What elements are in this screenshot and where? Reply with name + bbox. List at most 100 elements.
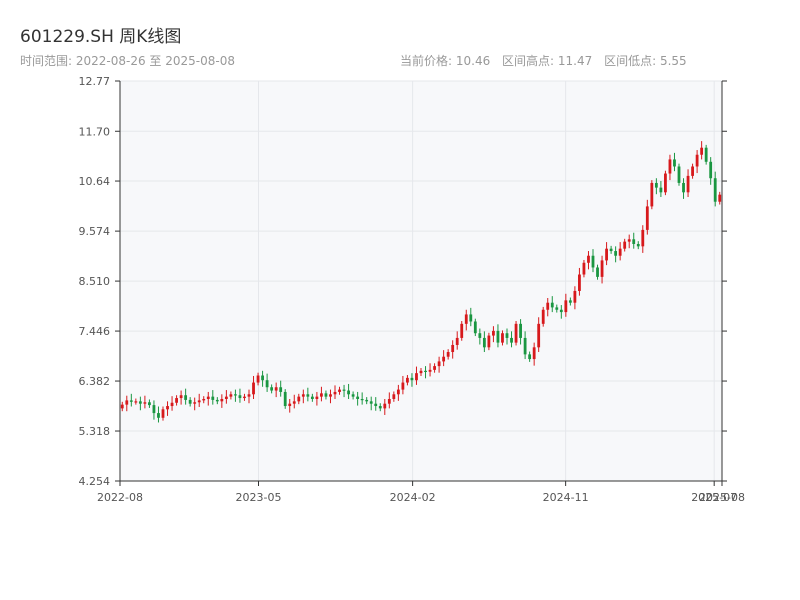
candle-body xyxy=(446,352,450,357)
candle-body xyxy=(252,382,255,395)
candle-body xyxy=(387,398,391,404)
candle-body xyxy=(682,182,685,193)
candle-body xyxy=(596,267,599,277)
candle-body xyxy=(206,396,210,399)
candle-body xyxy=(315,396,319,399)
candle-body xyxy=(514,323,518,343)
candle-body xyxy=(270,387,274,391)
candle-body xyxy=(197,400,201,403)
candle-body xyxy=(265,380,269,388)
y-tick-label: 6.382 xyxy=(79,375,111,388)
y-tick-label: 9.574 xyxy=(79,225,111,238)
candle-body xyxy=(170,402,174,407)
candle-body xyxy=(568,300,572,303)
candle-body xyxy=(333,391,337,395)
candle-body xyxy=(320,393,323,397)
candle-body xyxy=(410,377,414,381)
candle-body xyxy=(256,375,260,383)
candle-body xyxy=(143,402,147,404)
candle-body xyxy=(695,154,699,167)
candle-body xyxy=(274,387,278,391)
y-tick-label: 12.77 xyxy=(79,75,111,88)
candle-body xyxy=(125,400,129,405)
candle-body xyxy=(433,366,436,370)
candle-body xyxy=(120,404,124,409)
candle-body xyxy=(148,402,151,406)
candle-body xyxy=(451,344,455,353)
candle-body xyxy=(152,405,156,414)
candle-body xyxy=(175,398,178,403)
axes: 4.254 5.318 6.382 7.446 8.510 9.574 10.64 11.70… xyxy=(79,75,745,504)
candle-body xyxy=(442,356,446,362)
candle-body xyxy=(360,398,364,401)
candle-body xyxy=(193,402,197,404)
candle-body xyxy=(664,173,667,193)
x-tick-label: 2024-02 xyxy=(390,491,436,504)
candle-body xyxy=(406,377,409,383)
candle-body xyxy=(713,178,717,202)
candle-body xyxy=(288,403,292,407)
candle-body xyxy=(632,239,636,244)
candle-body xyxy=(202,398,206,401)
candle-body xyxy=(578,274,581,291)
candle-body xyxy=(523,337,527,355)
candle-body xyxy=(673,159,676,167)
candle-body xyxy=(437,361,441,367)
candle-body xyxy=(351,394,355,397)
grid-lines xyxy=(119,80,723,482)
candle-body xyxy=(482,337,486,348)
y-tick-label: 8.510 xyxy=(79,275,111,288)
candle-body xyxy=(297,396,301,402)
candle-body xyxy=(654,182,658,188)
candle-body xyxy=(573,290,577,303)
candle-body xyxy=(460,323,464,338)
range-high: 区间高点: 11.47 xyxy=(502,54,593,68)
candle-body xyxy=(247,394,251,397)
y-tick-label: 4.254 xyxy=(79,475,111,488)
candle-body xyxy=(129,400,133,402)
candle-body xyxy=(541,309,545,324)
candle-body xyxy=(528,354,532,360)
candle-body xyxy=(329,394,332,397)
candle-body xyxy=(179,395,183,399)
candle-body xyxy=(700,147,704,155)
candles xyxy=(120,141,722,423)
candle-body xyxy=(238,395,242,399)
candle-body xyxy=(424,370,427,373)
candle-body xyxy=(396,389,400,395)
candle-body xyxy=(428,369,432,372)
candle-body xyxy=(709,161,713,179)
candle-body xyxy=(587,255,590,263)
candle-body xyxy=(582,262,586,275)
price-summary: 当前价格: 10.46 区间高点: 11.47 区间低点: 5.55 xyxy=(400,52,695,69)
candle-body xyxy=(229,394,233,397)
candle-body xyxy=(473,321,477,334)
candle-body xyxy=(215,399,219,402)
range-low: 区间低点: 5.55 xyxy=(604,54,687,68)
candle-body xyxy=(618,248,622,256)
y-tick-label: 7.446 xyxy=(79,325,111,338)
candle-body xyxy=(188,399,192,404)
candle-body xyxy=(243,396,246,399)
candle-body xyxy=(455,337,459,345)
candle-body xyxy=(356,396,360,399)
candle-body xyxy=(627,239,631,242)
candle-body xyxy=(659,187,663,193)
candle-body xyxy=(166,406,169,410)
candle-body xyxy=(378,406,382,409)
current-price: 当前价格: 10.46 xyxy=(400,54,491,68)
candle-body xyxy=(220,398,224,402)
candle-body xyxy=(478,333,482,338)
candle-body xyxy=(600,260,604,277)
candle-body xyxy=(138,401,142,404)
x-tick-label: 2025-07 xyxy=(691,491,737,504)
candle-body xyxy=(487,335,491,348)
x-tick-label: 2022-08 xyxy=(97,491,143,504)
candle-body xyxy=(292,401,296,404)
candle-body xyxy=(211,396,215,400)
x-tick-label: 2025-08 xyxy=(699,491,745,504)
candle-body xyxy=(310,396,314,399)
candle-body xyxy=(555,307,559,310)
candle-body xyxy=(591,255,595,268)
candle-body xyxy=(279,387,283,392)
